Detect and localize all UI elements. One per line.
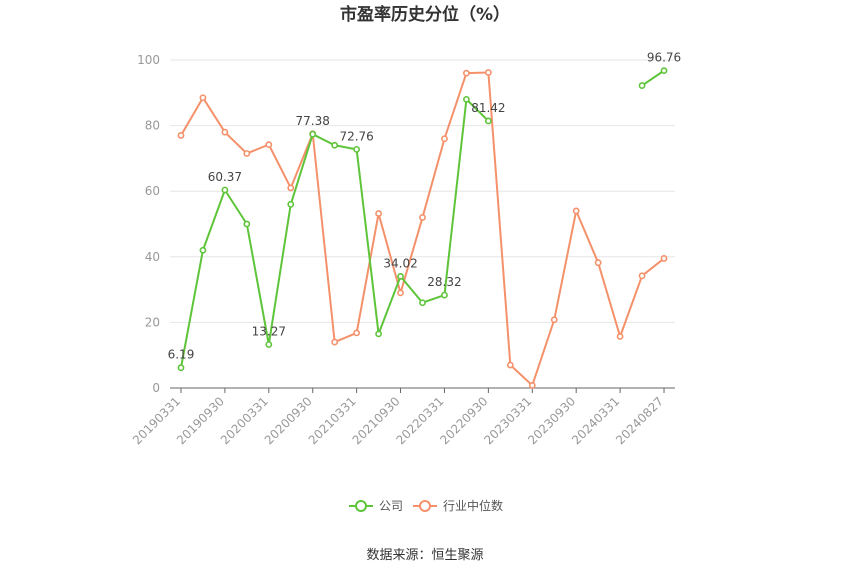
series-industry-point[interactable]: [550, 316, 558, 324]
series-company-point[interactable]: [484, 117, 492, 125]
series-company-point[interactable]: [463, 95, 470, 103]
legend-item-industry[interactable]: 行业中位数: [413, 498, 503, 513]
series-industry-point[interactable]: [572, 207, 580, 215]
legend-company-label: 公司: [379, 499, 403, 513]
series-company-point[interactable]: [199, 246, 207, 254]
series-industry-point[interactable]: [594, 259, 602, 267]
series-industry-point[interactable]: [177, 132, 185, 139]
company-data-label: 60.37: [208, 170, 242, 184]
series-industry-point[interactable]: [287, 184, 295, 192]
series-industry-point[interactable]: [441, 135, 448, 143]
data-labels: 6.19 60.37 13.27 77.38 72.76 34.02 28.32 81.42 9…: [168, 51, 682, 362]
series-industry-point[interactable]: [616, 333, 624, 340]
series-company-point[interactable]: [331, 141, 339, 149]
x-tick-label: 20240827: [613, 394, 666, 447]
series-company-point[interactable]: [287, 200, 295, 208]
chart-title: 市盈率历史分位（%）: [340, 4, 510, 25]
series-industry-point[interactable]: [506, 361, 514, 369]
series-industry-point[interactable]: [484, 69, 492, 76]
company-data-label: 72.76: [339, 129, 373, 143]
series-industry-point[interactable]: [638, 272, 646, 280]
series-company-point[interactable]: [265, 341, 273, 348]
company-data-label: 96.76: [647, 51, 681, 65]
series-company-point[interactable]: [375, 330, 382, 338]
series-company-point[interactable]: [177, 364, 185, 372]
series-layer: [177, 67, 668, 389]
series-industry-point[interactable]: [221, 128, 229, 136]
y-tick-label: 40: [145, 250, 160, 264]
series-company-point[interactable]: [221, 186, 229, 194]
series-company-point[interactable]: [353, 145, 361, 153]
y-tick-label: 60: [145, 184, 160, 198]
legend: 公司 行业中位数: [349, 498, 503, 513]
series-industry-point[interactable]: [331, 338, 339, 346]
series-company-point[interactable]: [660, 67, 668, 75]
series-industry: [177, 69, 668, 389]
y-tick-label: 0: [152, 381, 160, 395]
series-industry-point[interactable]: [419, 214, 426, 221]
company-data-label: 81.42: [471, 101, 505, 115]
company-data-label: 13.27: [252, 324, 286, 338]
legend-industry-label: 行业中位数: [443, 498, 503, 513]
company-data-label: 6.19: [168, 348, 195, 362]
series-industry-point[interactable]: [199, 94, 207, 102]
series-company-point[interactable]: [419, 299, 426, 307]
series-industry-point[interactable]: [528, 381, 536, 389]
series-industry-point[interactable]: [463, 69, 470, 77]
company-data-label: 34.02: [383, 256, 417, 270]
grid: [170, 59, 675, 323]
series-company-point[interactable]: [243, 220, 251, 228]
series-industry-point[interactable]: [375, 210, 382, 217]
series-company-line: [641, 69, 665, 87]
series-company-point[interactable]: [309, 130, 317, 138]
series-industry-point[interactable]: [397, 289, 404, 297]
series-industry-point[interactable]: [265, 141, 273, 149]
series-company-point[interactable]: [397, 273, 404, 280]
series-industry-point[interactable]: [353, 329, 361, 337]
y-tick-label: 100: [137, 53, 160, 67]
series-company-point[interactable]: [441, 291, 448, 299]
y-tick-label: 20: [145, 315, 160, 329]
company-data-label: 77.38: [296, 114, 330, 128]
series-industry-point[interactable]: [243, 150, 251, 157]
legend-industry-swatch-marker: [419, 500, 431, 512]
legend-item-company[interactable]: 公司: [349, 499, 403, 513]
series-industry-point[interactable]: [660, 255, 668, 262]
y-tick-label: 80: [145, 119, 160, 133]
data-source: 数据来源：恒生聚源: [366, 548, 483, 563]
series-company-point[interactable]: [638, 82, 646, 89]
company-data-label: 28.32: [427, 275, 461, 289]
legend-company-swatch-marker: [355, 500, 367, 512]
series-company: [177, 67, 668, 372]
